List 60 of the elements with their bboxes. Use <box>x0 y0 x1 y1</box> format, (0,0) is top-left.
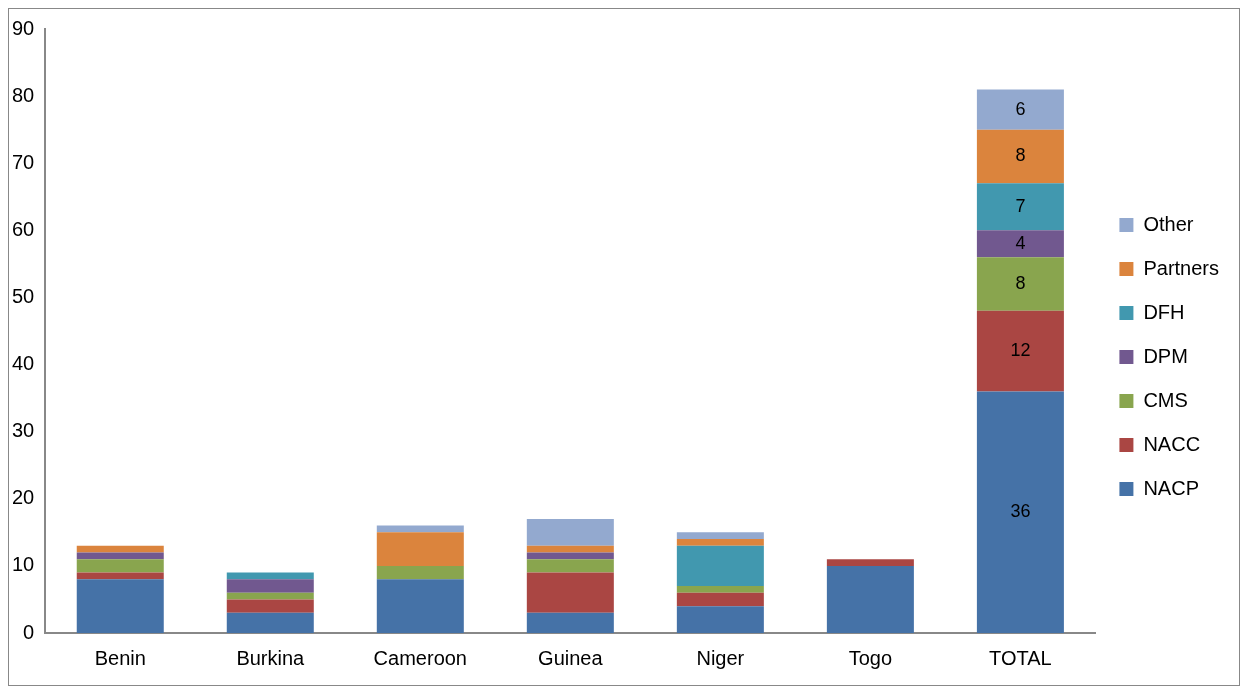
y-tick-label: 30 <box>12 419 35 442</box>
bar <box>676 586 764 593</box>
legend-label: Partners <box>1143 256 1220 279</box>
data-label: 8 <box>1015 272 1026 293</box>
y-tick-label: 60 <box>12 217 35 240</box>
y-tick-label: 70 <box>12 150 35 173</box>
y-tick-label: 0 <box>23 620 35 643</box>
legend-label: Other <box>1143 212 1194 235</box>
y-tick-label: 50 <box>12 284 35 307</box>
bar <box>226 579 314 593</box>
bar <box>676 539 764 546</box>
y-tick-label: 20 <box>12 486 35 509</box>
bar <box>976 89 1064 130</box>
legend-label: DFH <box>1143 300 1185 323</box>
bar <box>976 310 1064 392</box>
bar <box>76 579 164 633</box>
bar <box>676 532 764 540</box>
bar <box>376 565 464 580</box>
bar <box>676 592 764 607</box>
bar <box>226 612 314 633</box>
bar <box>976 230 1064 258</box>
bar <box>526 612 614 633</box>
legend-label: NACC <box>1143 432 1201 455</box>
x-tick-label: Benin <box>94 646 146 669</box>
y-tick-label: 10 <box>12 553 35 576</box>
y-tick-label: 40 <box>12 352 35 375</box>
data-label: 36 <box>1010 501 1031 522</box>
bar <box>976 257 1064 311</box>
x-tick-label: Burkina <box>236 646 306 669</box>
bar <box>826 559 914 566</box>
bar <box>526 552 614 560</box>
x-tick-label: TOTAL <box>989 646 1052 669</box>
bar <box>376 532 464 566</box>
legend-label: NACP <box>1143 476 1199 499</box>
bar <box>526 572 614 613</box>
data-label: 6 <box>1015 98 1026 119</box>
data-label: 4 <box>1015 232 1026 253</box>
x-tick-label: Guinea <box>538 646 604 669</box>
legend-label: DPM <box>1143 344 1188 367</box>
bar <box>676 606 764 633</box>
bar <box>376 579 464 633</box>
bar <box>676 545 764 587</box>
bar <box>76 559 164 573</box>
bar <box>526 559 614 573</box>
data-label: 8 <box>1015 145 1026 166</box>
bar <box>226 599 314 613</box>
x-tick-label: Cameroon <box>373 646 467 669</box>
x-tick-label: Togo <box>848 646 893 669</box>
data-label: 12 <box>1010 340 1031 361</box>
bar <box>976 129 1064 184</box>
y-tick-label: 80 <box>12 83 35 106</box>
legend-label: CMS <box>1143 388 1188 411</box>
y-tick-label: 90 <box>12 16 35 39</box>
x-tick-label: Niger <box>696 646 745 669</box>
bar <box>976 183 1064 231</box>
bar <box>976 391 1064 633</box>
bar <box>76 552 164 560</box>
bar <box>526 518 614 546</box>
data-label: 7 <box>1015 195 1026 216</box>
bar <box>826 565 914 633</box>
